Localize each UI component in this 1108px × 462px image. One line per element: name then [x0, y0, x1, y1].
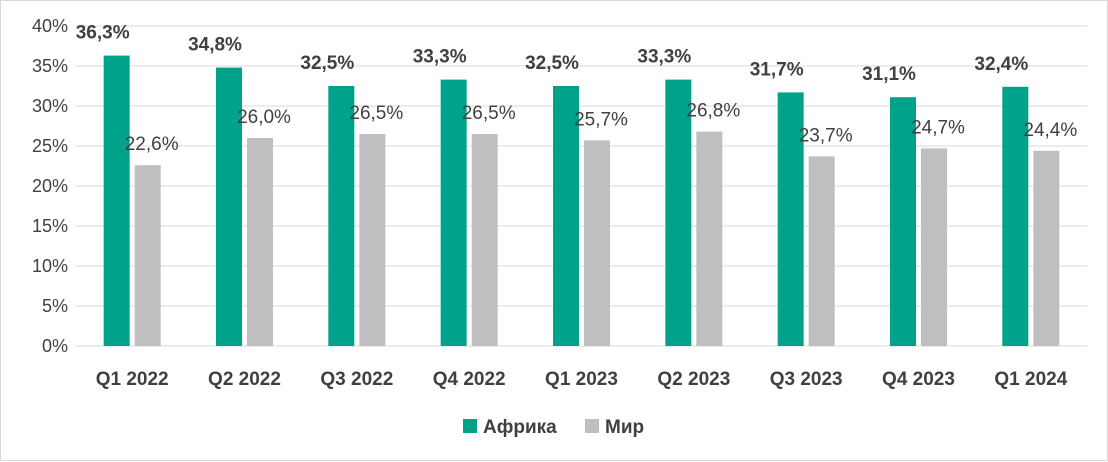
data-labels: 36,3% 22,6% 34,8% 26,0% 32,5% 26,5% 33,3% 26,5%…	[76, 23, 1078, 156]
data-label-world: 26,0%	[237, 107, 291, 128]
legend-swatch	[463, 419, 477, 433]
y-axis-ticks: 0% 5% 10% 15% 20% 25% 30% 35% 40%	[32, 16, 68, 356]
x-tick-label: Q2 2022	[208, 369, 281, 390]
legend: Африка Мир	[463, 417, 644, 438]
y-tick-label: 30%	[32, 96, 68, 116]
bar-world	[1033, 150, 1060, 346]
legend-label: Африка	[483, 417, 557, 438]
y-tick-label: 15%	[32, 216, 68, 236]
y-tick-label: 20%	[32, 176, 68, 196]
bar-africa	[328, 86, 355, 346]
x-tick-label: Q4 2023	[882, 369, 955, 390]
bar-africa	[553, 86, 579, 346]
bar-africa	[777, 92, 804, 347]
data-label-world: 26,8%	[686, 101, 740, 122]
x-tick-label: Q3 2023	[770, 369, 843, 390]
bar-africa	[665, 79, 692, 346]
bar-world	[134, 165, 161, 346]
y-tick-label: 10%	[32, 256, 68, 276]
legend-item-world: Мир	[585, 417, 644, 438]
data-label-africa: 33,3%	[637, 47, 691, 68]
bar-world	[359, 134, 386, 346]
data-label-world: 25,7%	[574, 109, 628, 130]
y-tick-label: 25%	[32, 136, 68, 156]
data-label-africa: 32,5%	[525, 53, 579, 74]
data-label-africa: 31,1%	[862, 64, 916, 85]
y-tick-label: 35%	[32, 56, 68, 76]
bar-world	[696, 131, 723, 346]
legend-swatch	[585, 419, 599, 433]
data-label-africa: 32,5%	[300, 53, 354, 74]
x-tick-label: Q1 2023	[545, 369, 618, 390]
data-label-africa: 36,3%	[76, 23, 130, 44]
bar-world	[808, 156, 835, 346]
data-label-world: 26,5%	[462, 103, 516, 124]
y-tick-label: 0%	[42, 336, 68, 356]
data-label-africa: 31,7%	[750, 59, 804, 80]
legend-label: Мир	[605, 417, 644, 438]
bar-world	[247, 138, 273, 346]
bar-world	[584, 140, 610, 346]
x-tick-label: Q2 2023	[657, 369, 730, 390]
bar-africa	[103, 55, 130, 346]
data-label-africa: 34,8%	[188, 35, 242, 56]
data-label-world: 24,4%	[1023, 120, 1077, 141]
x-tick-label: Q4 2022	[433, 369, 506, 390]
gridlines	[76, 25, 1087, 347]
data-label-world: 22,6%	[125, 134, 179, 155]
y-tick-label: 40%	[32, 16, 68, 36]
y-tick-label: 5%	[42, 296, 68, 316]
bar-africa	[1002, 86, 1029, 347]
bar-africa	[890, 97, 916, 346]
data-label-africa: 32,4%	[974, 54, 1028, 75]
x-tick-label: Q3 2022	[320, 369, 393, 390]
bars	[103, 55, 1060, 347]
bar-africa	[440, 79, 467, 346]
legend-item-africa: Африка	[463, 417, 557, 438]
data-label-world: 26,5%	[349, 103, 403, 124]
x-tick-label: Q1 2024	[994, 369, 1067, 390]
x-tick-label: Q1 2022	[96, 369, 169, 390]
bar-world	[921, 148, 947, 346]
data-label-africa: 33,3%	[413, 47, 467, 68]
bar-africa	[216, 67, 242, 346]
bar-world	[471, 134, 498, 346]
x-axis-labels: Q1 2022 Q2 2022 Q3 2022 Q4 2022 Q1 2023 Q2 20…	[96, 369, 1068, 390]
data-label-world: 24,7%	[911, 117, 965, 138]
data-label-world: 23,7%	[799, 125, 853, 146]
